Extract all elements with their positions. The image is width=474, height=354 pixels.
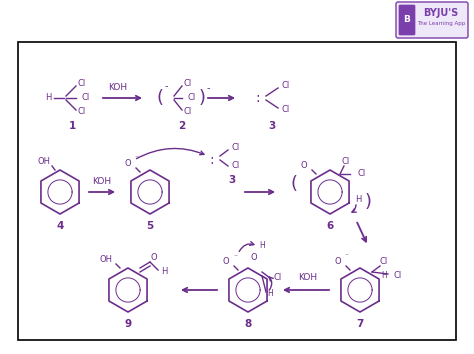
Text: Cl: Cl [394, 272, 402, 280]
Text: Cl: Cl [78, 80, 86, 88]
Text: ⁻: ⁻ [134, 154, 138, 162]
Text: 7: 7 [356, 319, 364, 329]
Text: 1: 1 [68, 121, 76, 131]
Text: ): ) [199, 89, 206, 107]
Text: OH: OH [37, 158, 51, 166]
Text: 2: 2 [178, 121, 186, 131]
Text: ): ) [365, 193, 372, 211]
Text: O: O [251, 253, 257, 263]
Text: OH: OH [100, 256, 112, 264]
Text: H: H [381, 272, 387, 280]
Text: :: : [255, 91, 260, 105]
Text: H: H [267, 290, 273, 298]
Text: Cl: Cl [232, 143, 240, 153]
Text: 5: 5 [146, 221, 154, 231]
FancyBboxPatch shape [399, 5, 415, 35]
Text: (: ( [156, 89, 164, 107]
Text: Cl: Cl [232, 161, 240, 171]
Text: (: ( [291, 175, 298, 193]
Text: O: O [125, 160, 131, 169]
Text: Cl: Cl [282, 105, 290, 114]
Text: Cl: Cl [380, 257, 388, 267]
Text: 4: 4 [56, 221, 64, 231]
Text: Cl: Cl [82, 93, 90, 103]
Text: KOH: KOH [109, 82, 128, 91]
Text: O: O [335, 257, 341, 267]
Text: BYJU'S: BYJU'S [423, 8, 459, 18]
Text: -: - [206, 83, 210, 93]
Text: 9: 9 [125, 319, 132, 329]
Text: 8: 8 [245, 319, 252, 329]
Text: Cl: Cl [282, 81, 290, 91]
Text: KOH: KOH [299, 274, 318, 282]
Text: ⁻: ⁻ [344, 251, 348, 261]
Text: O: O [223, 257, 229, 267]
Text: -: - [164, 81, 168, 91]
Text: Cl: Cl [184, 80, 192, 88]
Text: ⁻: ⁻ [233, 252, 237, 262]
Text: Cl: Cl [274, 274, 282, 282]
Bar [18, 42, 456, 340]
Text: H: H [259, 241, 265, 251]
Text: Cl: Cl [78, 108, 86, 116]
Text: Cl: Cl [188, 93, 196, 103]
Text: 6: 6 [327, 221, 334, 231]
Text: O: O [301, 161, 307, 171]
FancyBboxPatch shape [396, 2, 468, 38]
Text: Cl: Cl [342, 158, 350, 166]
Text: Cl: Cl [184, 108, 192, 116]
Text: H: H [161, 268, 167, 276]
Text: 3: 3 [228, 175, 236, 185]
Text: H: H [45, 93, 51, 103]
Text: The Learning App: The Learning App [417, 22, 465, 27]
Text: KOH: KOH [92, 177, 111, 185]
Text: 3: 3 [268, 121, 275, 131]
Text: Cl: Cl [358, 170, 366, 178]
Text: B: B [403, 16, 410, 24]
Text: O: O [151, 253, 157, 263]
Text: :: : [210, 153, 214, 167]
Text: H: H [355, 195, 361, 205]
